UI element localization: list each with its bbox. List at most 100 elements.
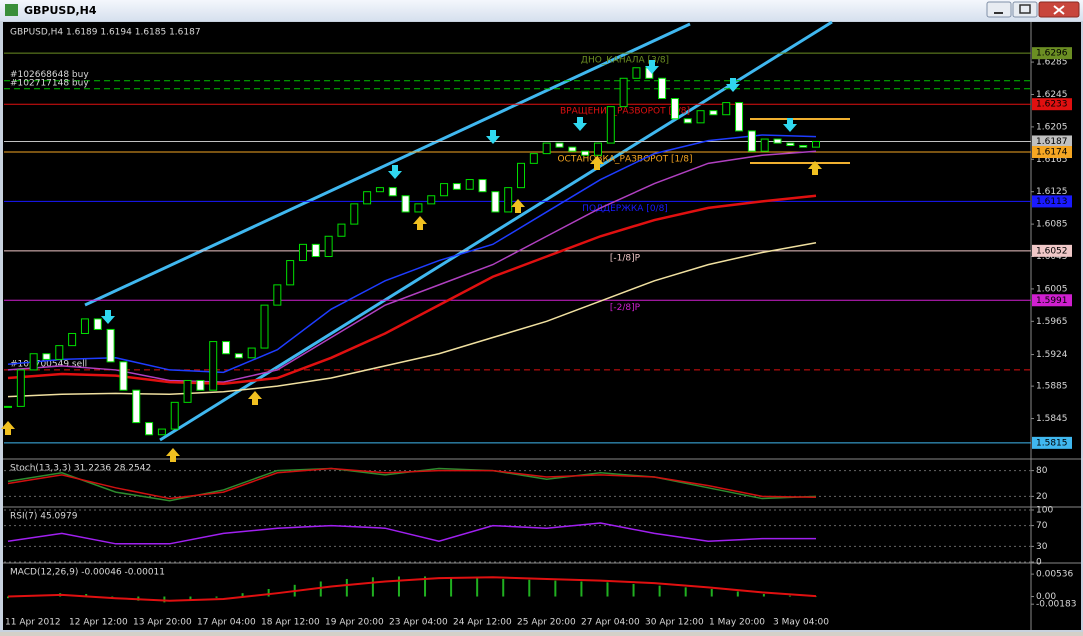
order-label: #102717148 buy [10,78,89,88]
histogram-bar [189,596,192,601]
indicator-line [7,522,816,545]
histogram-bar [7,596,9,599]
maximize-button[interactable] [1012,1,1038,18]
indicator-line [7,150,817,383]
level-price-label: 1.6187 [1036,137,1068,147]
candle [735,102,744,132]
buy-arrow [248,391,262,405]
histogram-bar [736,591,739,597]
candle [324,235,333,258]
candle [491,191,500,213]
minimize-button[interactable] [986,1,1012,18]
candle [311,243,320,258]
candle [222,341,231,355]
candle [812,140,820,148]
histogram-bar [710,589,713,597]
histogram-bar [111,596,114,598]
buy-arrow [1,421,15,435]
candle [68,332,77,347]
buy-arrow [590,156,604,170]
level-price-label: 1.5991 [1036,296,1068,306]
buy-arrow [511,199,525,213]
indicator-line [7,576,817,602]
y-tick-label: 20 [1036,492,1048,502]
candle [350,203,359,225]
indicator-line [7,242,817,398]
candle [427,195,436,205]
level-price-box [1032,195,1072,208]
histogram-bar [450,577,453,597]
indicator-title: MACD(12,26,9) -0.00046 -0.00011 [10,568,165,578]
histogram-bar [215,596,218,598]
candle [581,150,590,156]
y-tick-label: 1.5965 [1036,317,1068,327]
indicator-line [7,134,817,374]
sell-arrow [573,117,587,131]
candle [260,304,269,349]
level-price-box [1032,47,1072,60]
candle [683,118,692,124]
level-price-label: 1.6174 [1036,148,1068,158]
candle [157,428,166,436]
histogram-bar [502,578,505,597]
level-price-box [1032,98,1072,111]
candle [337,223,346,237]
x-tick-label: 25 Apr 20:00 [517,618,576,628]
candle [786,142,795,147]
x-tick-label: 24 Apr 12:00 [453,618,512,628]
x-tick-label: 13 Apr 20:00 [133,618,192,628]
level-price-box [1032,436,1072,449]
candle [517,162,526,189]
histogram-bar [632,583,635,597]
indicator-line [7,194,817,385]
x-tick-label: 3 May 04:00 [773,618,829,628]
candle [465,179,474,190]
y-tick-label: 1.6165 [1036,155,1068,165]
y-tick-label: 1.5885 [1036,382,1068,392]
histogram-bar [397,576,400,597]
candle [388,187,397,197]
x-tick-label: 11 Apr 2012 [5,618,61,628]
y-tick-label: 1.5845 [1036,414,1068,424]
candle [632,67,641,79]
candle [55,345,64,360]
candle [119,361,128,391]
y-tick-label: 1.6045 [1036,252,1068,262]
sell-arrow [783,118,797,132]
buy-arrow [808,161,822,175]
x-tick-label: 12 Apr 12:00 [69,618,128,628]
level-label: [-1/8]P [610,253,641,263]
candle [286,260,295,286]
y-tick-label: 1.6005 [1036,284,1068,294]
y-tick-label: 100 [1036,506,1053,516]
y-tick-label: 0.00 [1036,592,1056,602]
y-tick-label: 80 [1036,466,1048,476]
chart-area [3,22,1081,630]
candle [196,379,205,391]
histogram-bar [371,577,374,597]
level-label: ДНО_КАНАЛА [3/8] [581,56,669,66]
candle [773,138,782,144]
histogram-bar [762,594,765,597]
y-tick-label: 1.5924 [1036,350,1068,360]
histogram-bar [658,585,661,597]
sell-arrow [726,78,740,92]
x-tick-label: 19 Apr 20:00 [325,618,384,628]
candle [696,110,705,124]
level-label: [-2/8]P [610,303,641,313]
level-price-label: 1.6233 [1036,100,1068,110]
candle [183,379,192,403]
candle [4,405,12,408]
candle [132,389,141,424]
histogram-bar [554,580,557,597]
candle [709,110,718,116]
candle [29,353,38,371]
candle [145,422,154,436]
y-tick-label: 0 [1036,558,1042,568]
level-price-box [1032,244,1072,257]
candle [170,401,179,430]
y-tick-label: 1.6125 [1036,187,1068,197]
candle [760,138,769,152]
candle [375,187,384,193]
